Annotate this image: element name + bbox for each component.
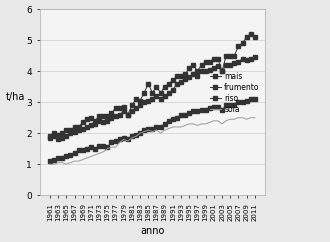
Line: riso: riso (48, 97, 257, 163)
frumento (253, 56, 257, 59)
mais (253, 36, 257, 38)
mais (93, 119, 97, 122)
Legend: mais, frumento, riso, soia: mais, frumento, riso, soia (208, 70, 261, 115)
Line: mais: mais (48, 32, 257, 138)
soia (195, 124, 199, 127)
frumento (187, 76, 191, 79)
riso (245, 99, 248, 102)
frumento (200, 70, 204, 73)
riso (249, 98, 253, 100)
mais (48, 135, 52, 138)
mais (114, 107, 117, 110)
soia (93, 153, 97, 156)
frumento (56, 138, 60, 141)
mais (183, 73, 187, 76)
frumento (249, 57, 253, 60)
mais (245, 36, 248, 38)
riso (114, 139, 117, 142)
Line: soia: soia (50, 118, 255, 164)
soia (114, 146, 117, 149)
Line: frumento: frumento (48, 55, 257, 141)
frumento (117, 113, 121, 116)
riso (253, 98, 257, 100)
soia (249, 116, 253, 119)
riso (93, 147, 97, 150)
Y-axis label: t/ha: t/ha (6, 92, 25, 102)
soia (110, 146, 114, 149)
frumento (97, 119, 101, 122)
riso (48, 160, 52, 163)
riso (183, 113, 187, 116)
soia (48, 163, 52, 166)
X-axis label: anno: anno (140, 227, 165, 236)
mais (249, 32, 253, 35)
frumento (114, 115, 117, 118)
soia (236, 116, 240, 119)
riso (195, 110, 199, 113)
riso (110, 141, 114, 144)
frumento (48, 136, 52, 139)
mais (195, 70, 199, 73)
soia (253, 116, 257, 119)
mais (110, 112, 114, 114)
soia (183, 124, 187, 127)
